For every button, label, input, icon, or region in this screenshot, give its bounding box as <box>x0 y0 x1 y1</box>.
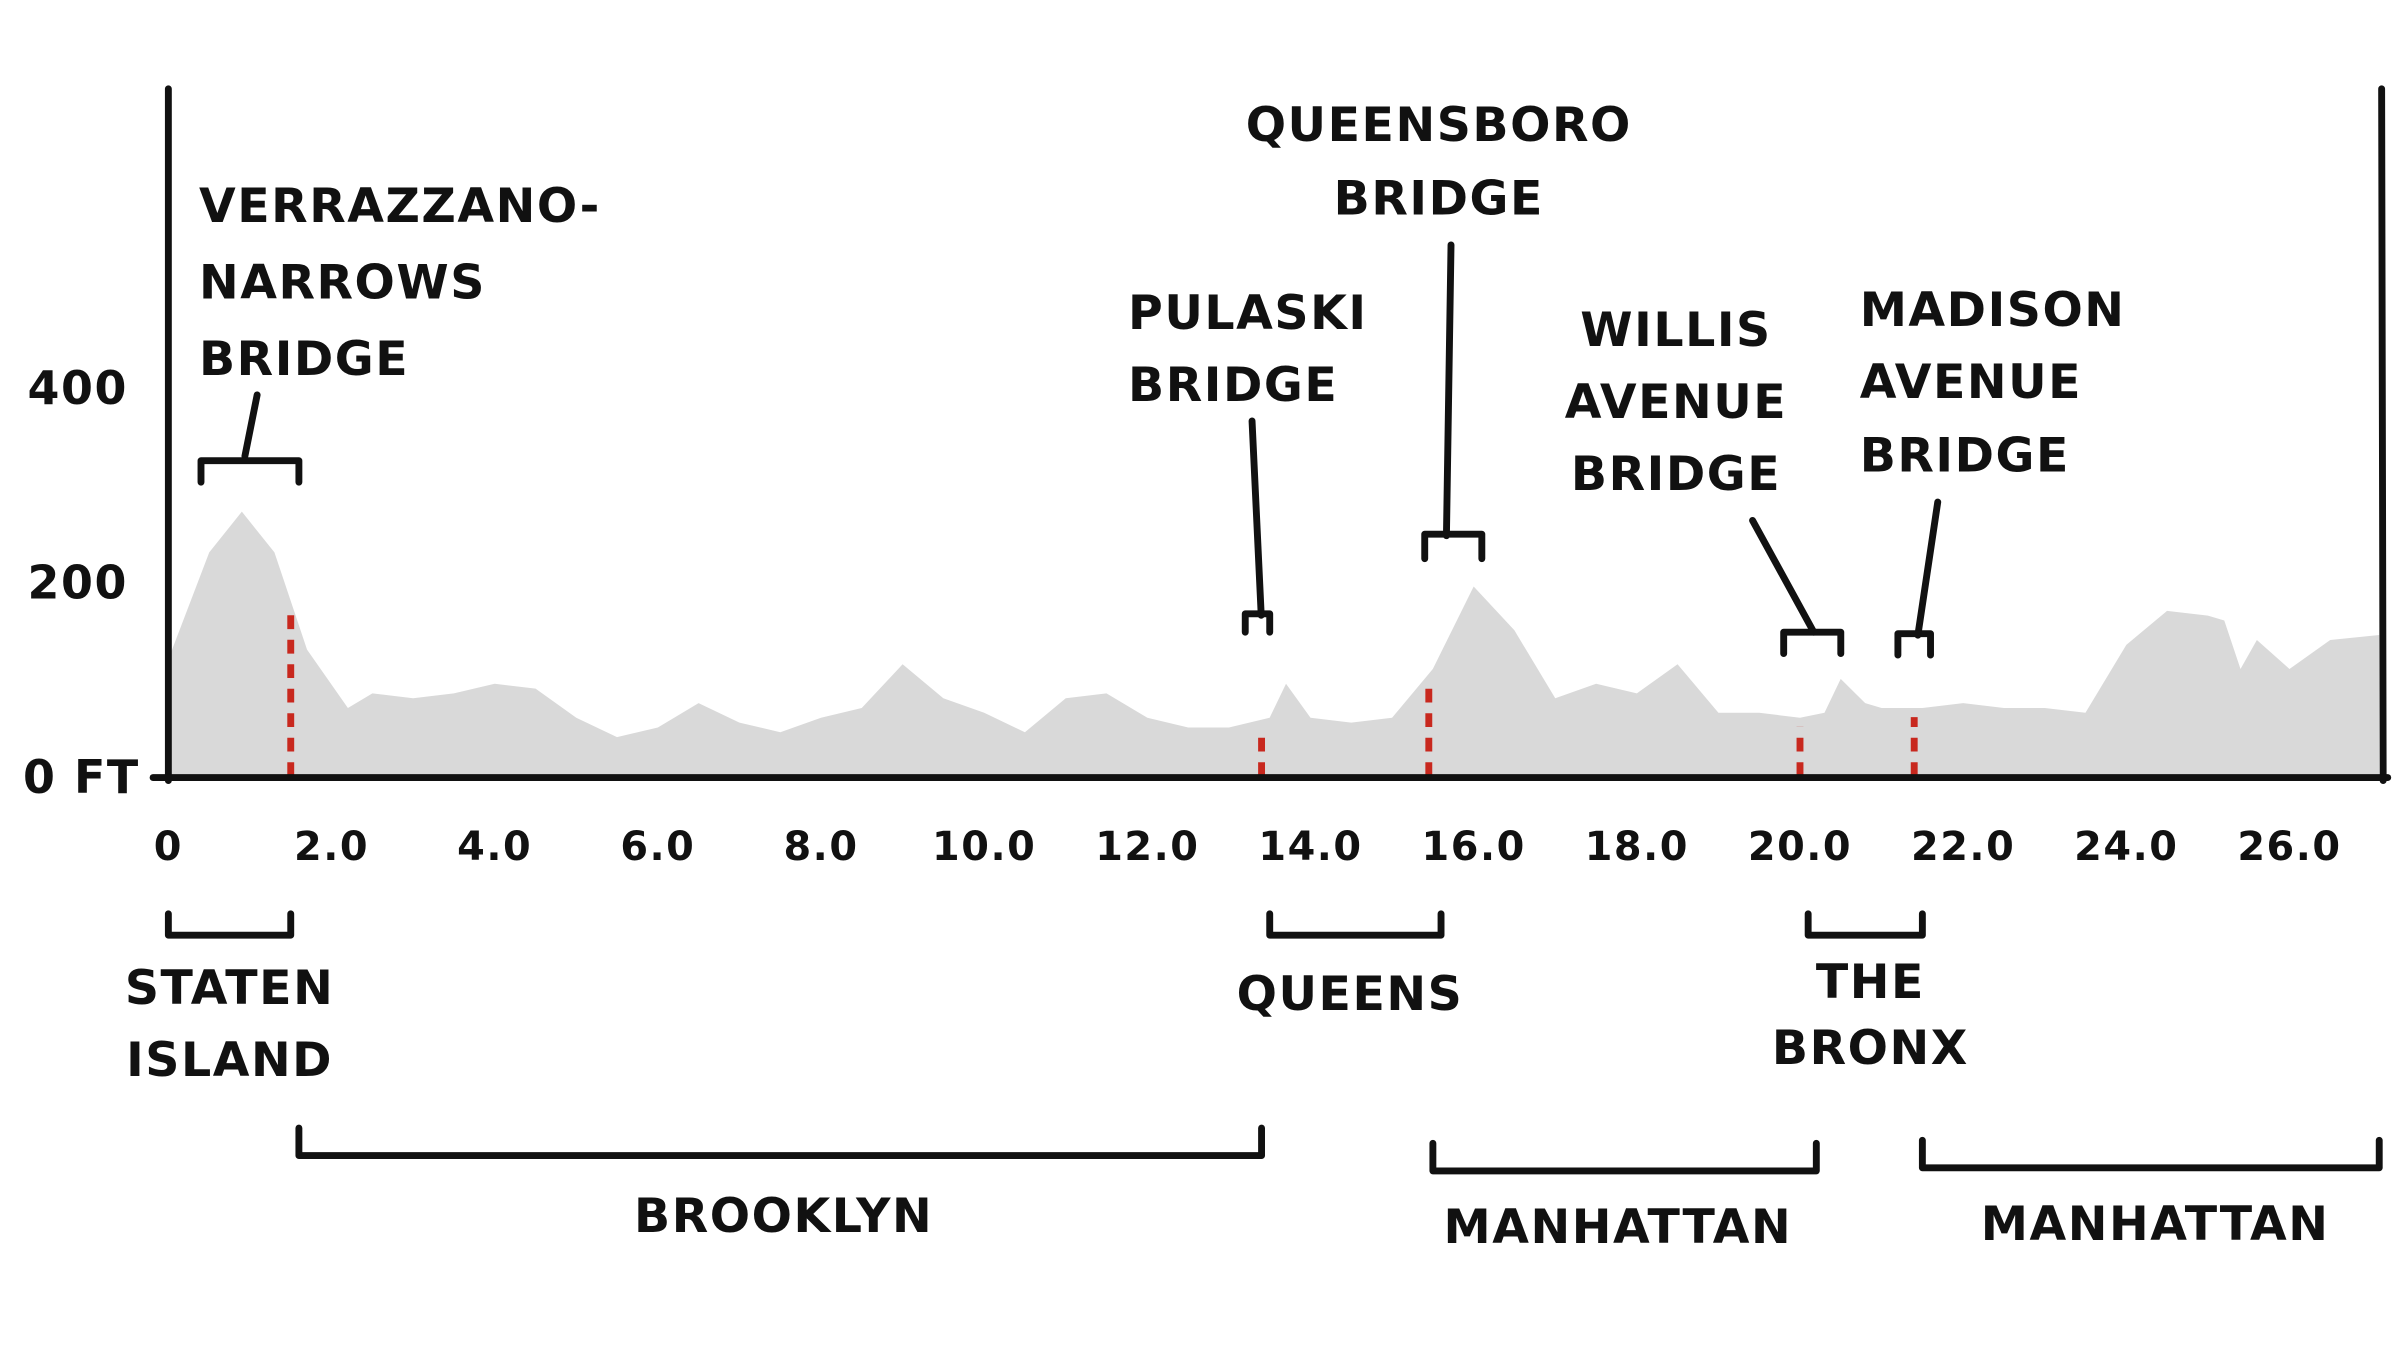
bridge-leader-line <box>1442 241 1455 540</box>
bridge-leader-line <box>1749 516 1818 636</box>
bridge-marker-layer <box>287 610 1918 777</box>
x-tick-label: 8.0 <box>783 824 858 870</box>
bridge-label: NARROWS <box>199 255 486 310</box>
bridge-label: PULASKI <box>1128 286 1368 341</box>
borough-bracket <box>1266 910 1445 939</box>
bridge-label: VERRAZZANO- <box>199 179 601 234</box>
borough-bracket <box>1429 1139 1820 1175</box>
bridge-label: QUEENSBORO <box>1246 98 1632 153</box>
bridge-label: BRIDGE <box>1334 171 1544 226</box>
y-tick-label: 200 <box>28 555 128 609</box>
x-tick-label: 24.0 <box>2074 824 2178 870</box>
axes: 0 FT 200 400 0 2.0 4.0 6.0 8.0 10.0 12.0 14.0 16.0 1… <box>23 85 2392 870</box>
x-tick-label: 26.0 <box>2237 824 2341 870</box>
elevation-area <box>168 511 2380 777</box>
borough-label: THE <box>1816 955 1925 1010</box>
bridge-label: BRIDGE <box>199 332 409 387</box>
bridge-label: MADISON <box>1860 283 2126 338</box>
bridge-leader-line <box>241 391 261 460</box>
bridge-leader-line <box>1248 417 1265 619</box>
bridge-label: WILLIS <box>1580 303 1771 358</box>
x-tick-label: 18.0 <box>1585 824 1689 870</box>
right-border-line <box>2378 85 2387 785</box>
x-tick-label: 2.0 <box>294 824 369 870</box>
y-tick-label: 400 <box>28 361 128 415</box>
x-tick-label: 16.0 <box>1422 824 1526 870</box>
borough-label: BRONX <box>1772 1021 1969 1076</box>
borough-label: QUEENS <box>1237 967 1464 1022</box>
bridge-leader-line <box>1914 498 1942 639</box>
x-tick-label: 22.0 <box>1911 824 2015 870</box>
borough-bracket <box>1918 1136 2383 1172</box>
bridge-label: BRIDGE <box>1128 358 1338 413</box>
bridge-label: BRIDGE <box>1571 447 1781 502</box>
borough-bracket <box>1804 910 1926 939</box>
borough-label: ISLAND <box>126 1033 333 1088</box>
elevation-area-layer <box>168 511 2380 777</box>
bridge-bracket <box>1241 610 1274 636</box>
bridge-bracket <box>1894 630 1934 659</box>
bridge-bracket <box>1780 628 1845 658</box>
x-tick-label: 12.0 <box>1095 824 1199 870</box>
borough-label: BROOKLYN <box>634 1189 933 1244</box>
bridge-label: BRIDGE <box>1860 428 2070 483</box>
x-tick-label: 10.0 <box>932 824 1036 870</box>
bridge-bracket <box>197 457 303 486</box>
borough-bracket <box>295 1124 1266 1160</box>
x-tick-label: 20.0 <box>1748 824 1852 870</box>
borough-label: MANHATTAN <box>1444 1200 1793 1255</box>
x-tick-label: 4.0 <box>457 824 532 870</box>
y-tick-label: 0 FT <box>23 750 140 804</box>
x-tick-label: 6.0 <box>620 824 695 870</box>
bridge-label: AVENUE <box>1860 355 2082 410</box>
x-tick-label: 0 <box>154 824 183 870</box>
borough-bracket <box>164 910 295 939</box>
bridge-bracket <box>1421 530 1486 563</box>
bridge-label: AVENUE <box>1565 375 1787 430</box>
annotation-layer: VERRAZZANO- NARROWS BRIDGE PULASKI BRIDGE QUE… <box>125 98 2383 1255</box>
borough-label: STATEN <box>125 961 335 1016</box>
borough-label: MANHATTAN <box>1981 1197 2330 1252</box>
x-tick-label: 14.0 <box>1258 824 1362 870</box>
